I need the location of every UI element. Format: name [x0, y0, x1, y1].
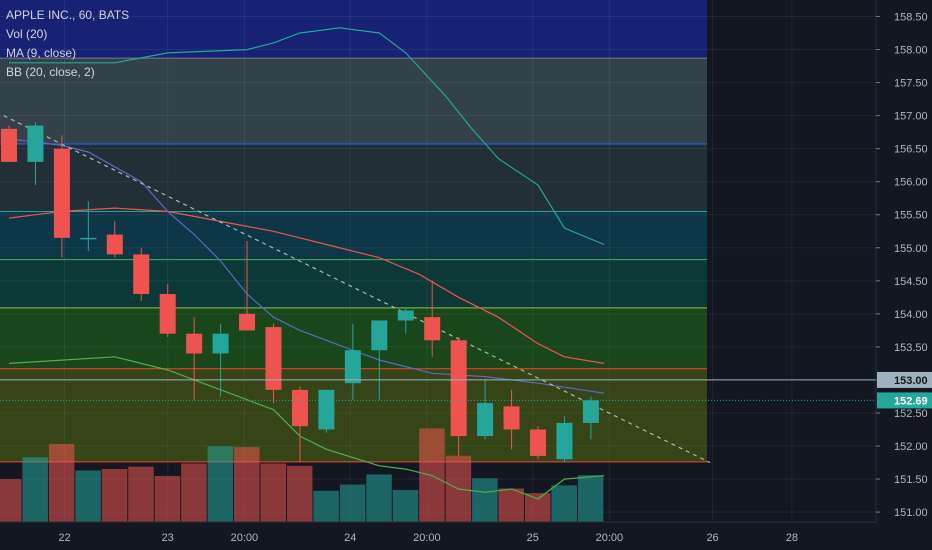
marker-price-tag-text: 153.00	[894, 375, 928, 387]
volume-bar	[22, 457, 48, 522]
price-axis-label: 156.50	[894, 144, 928, 156]
candle-body	[133, 254, 150, 295]
volume-bar	[286, 465, 313, 522]
time-axis-label: 26	[706, 532, 718, 544]
candle-body	[556, 422, 573, 460]
volume-bar	[260, 463, 286, 522]
price-axis-label: 151.50	[894, 474, 928, 486]
marker-price-tag: 153.00	[877, 371, 932, 388]
volume-bar	[48, 444, 75, 522]
bb-upper-line	[9, 27, 605, 246]
price-axis-label: 158.50	[894, 12, 928, 24]
candle-body	[186, 333, 203, 354]
time-axis-label: 22	[58, 532, 70, 544]
volume-bar	[128, 466, 154, 522]
time-axis-label: 25	[527, 532, 539, 544]
candle-body	[371, 320, 388, 351]
indicator-legend: APPLE INC., 60, BATS Vol (20) MA (9, clo…	[6, 6, 129, 82]
candle-body	[424, 317, 441, 341]
ma-indicator-label[interactable]: MA (9, close)	[6, 46, 77, 60]
current-price-tag-bg	[877, 392, 932, 409]
price-axis-label: 152.00	[894, 441, 928, 453]
candle-body	[265, 327, 282, 390]
volume-bar	[498, 488, 525, 522]
candle-body	[318, 389, 335, 430]
candle-body	[212, 333, 229, 354]
bb-indicator-label[interactable]: BB (20, close, 2)	[6, 65, 95, 79]
candle-body	[582, 400, 599, 423]
time-axis-label: 23	[162, 532, 174, 544]
price-axis-label: 154.50	[894, 276, 928, 288]
current-price-tag: 152.69	[877, 392, 932, 409]
marker-price-tag-bg	[877, 371, 932, 388]
volume-bar	[207, 446, 234, 522]
volume-bar	[101, 468, 128, 522]
candle-body	[477, 403, 494, 437]
candle-body	[53, 148, 70, 238]
volume-bar	[339, 484, 366, 522]
ma-line	[8, 138, 605, 394]
time-axis-label: 20:00	[596, 532, 624, 544]
current-price-tag-text: 152.69	[894, 395, 928, 407]
candle-body	[503, 406, 520, 430]
time-axis-label: 24	[344, 532, 356, 544]
price-axis-label: 156.00	[894, 177, 928, 189]
time-axis-label: 28	[786, 532, 798, 544]
volume-bar	[0, 479, 22, 522]
volume-bar	[472, 478, 498, 522]
trend-line	[3, 115, 711, 464]
volume-bar	[366, 474, 392, 522]
candle-body	[344, 350, 361, 384]
candle-body	[27, 125, 44, 162]
volume-bar	[551, 485, 577, 522]
volume-bar	[525, 493, 551, 522]
price-axis-label: 154.00	[894, 309, 928, 321]
bb-lower-line	[8, 356, 605, 500]
volume-bar	[392, 490, 419, 522]
price-axis-label: 157.00	[894, 111, 928, 123]
volume-bar	[234, 447, 260, 522]
symbol-title[interactable]: APPLE INC., 60, BATS	[6, 8, 130, 22]
time-axis-label: 20:00	[413, 532, 441, 544]
bb-basis-line	[8, 207, 605, 364]
fib-band	[0, 211, 707, 260]
price-axis-label: 152.50	[894, 408, 928, 420]
time-axis-background	[0, 522, 876, 550]
price-axis-label: 158.00	[894, 45, 928, 57]
candle-body	[106, 234, 123, 255]
volume-indicator-label[interactable]: Vol (20)	[6, 27, 48, 41]
volume-bar	[181, 463, 207, 522]
fib-band	[0, 144, 707, 212]
price-axis-label: 155.00	[894, 243, 928, 255]
candle-body	[397, 310, 414, 321]
candle-body	[450, 340, 467, 437]
candle-body	[530, 429, 546, 456]
fib-band	[0, 259, 707, 308]
volume-bar	[75, 470, 101, 522]
time-axis-label: 20:00	[231, 532, 259, 544]
candle-body	[1, 128, 17, 162]
volume-bar	[313, 490, 339, 522]
price-axis-background	[876, 0, 932, 550]
candle-body	[239, 313, 256, 331]
price-axis-label: 151.00	[894, 507, 928, 519]
volume-bar	[577, 475, 604, 522]
volume-bar	[154, 475, 181, 522]
candle-body	[80, 237, 97, 240]
price-axis-label: 157.50	[894, 78, 928, 90]
price-axis-label: 153.50	[894, 342, 928, 354]
fib-band	[0, 58, 707, 145]
candle-body	[291, 389, 308, 427]
price-axis-label: 155.50	[894, 210, 928, 222]
candle-body	[159, 294, 176, 334]
